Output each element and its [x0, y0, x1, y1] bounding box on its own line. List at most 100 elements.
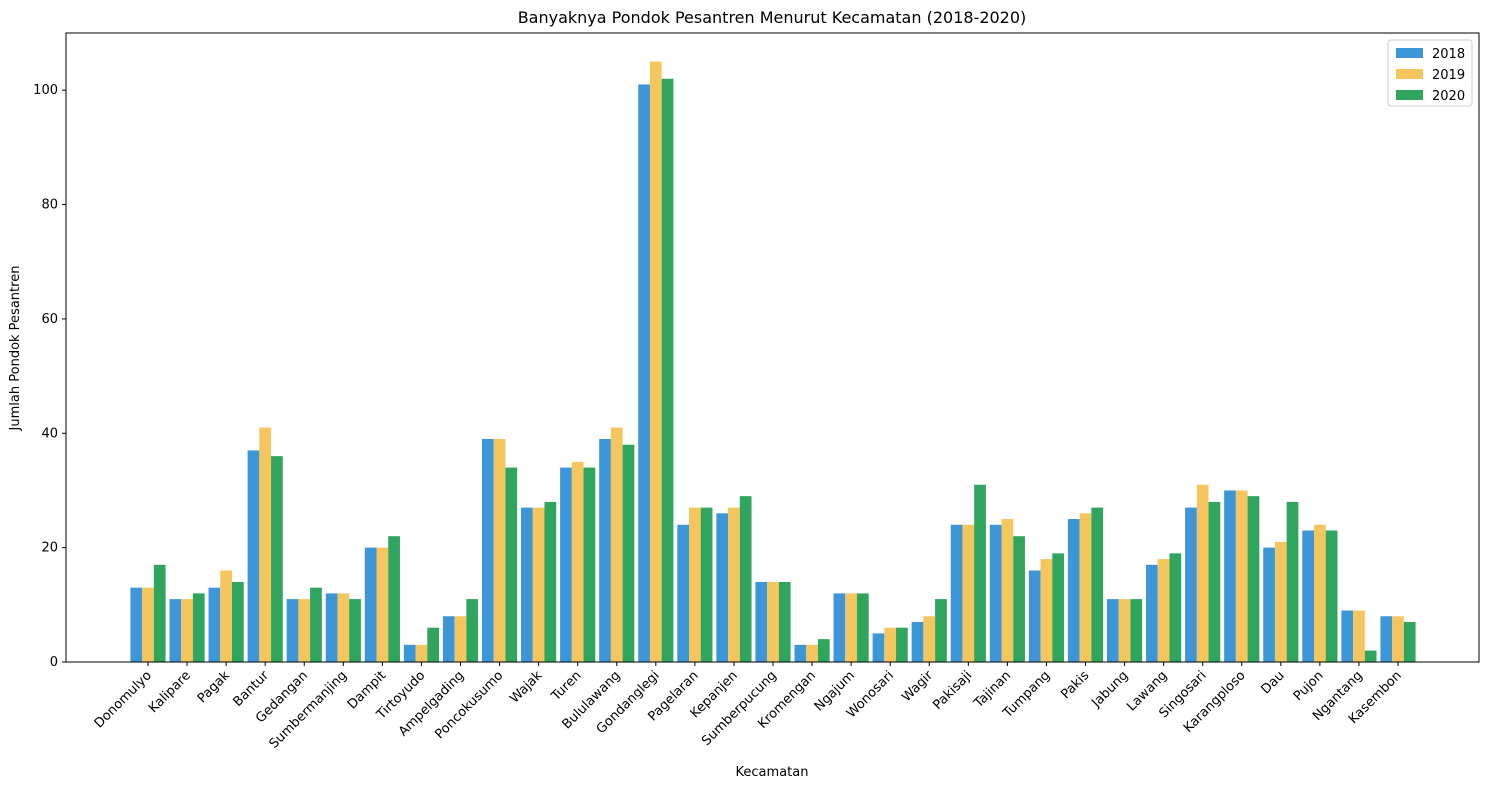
bar-2019-singosari: [1196, 484, 1209, 662]
bar-2020-dampit: [388, 536, 400, 662]
bar-2019-karangploso: [1235, 490, 1248, 662]
bar-2020-kepanjen: [739, 496, 752, 662]
bar-2018-wajak: [521, 507, 533, 662]
bar-2020-pagak: [231, 581, 244, 662]
x-tick-label: Dau: [1258, 668, 1287, 697]
bar-2019-tumpang: [1040, 559, 1053, 662]
bar-2019-ngajum: [845, 593, 857, 662]
bar-2019-tajinan: [1001, 519, 1014, 662]
bar-2019-pagak: [220, 570, 232, 662]
bar-2020-sumberpucung: [778, 581, 791, 662]
chart-title: Banyaknya Pondok Pesantren Menurut Kecam…: [518, 8, 1027, 27]
bar-2018-pujon: [1302, 530, 1315, 662]
bar-2019-pagelaran: [689, 507, 701, 662]
bar-2019-sumbermanjing: [337, 593, 350, 662]
bar-2018-sumbermanjing: [325, 593, 338, 662]
bar-2019-ampelgading: [454, 616, 467, 662]
bar-2018-ngantang: [1341, 610, 1354, 662]
bar-2020-bantur: [271, 456, 283, 662]
bar-2018-gondanglegi: [638, 84, 650, 663]
bar-2020-kromengan: [817, 639, 830, 662]
y-tick-label: 60: [41, 312, 58, 327]
bar-2019-kromengan: [806, 644, 818, 662]
bar-2019-pakis: [1079, 513, 1092, 662]
bar-2018-bantur: [247, 450, 260, 662]
bar-2020-ngajum: [856, 593, 869, 662]
bar-2019-kasembon: [1392, 616, 1404, 662]
bar-2019-dau: [1274, 541, 1287, 662]
legend-swatch-2018: [1396, 48, 1423, 58]
bar-2018-tajinan: [989, 524, 1002, 662]
bar-2019-wonosari: [884, 627, 897, 662]
bar-2018-pakisaji: [950, 524, 963, 662]
bar-2018-bululawang: [599, 438, 611, 662]
x-tick-label: Poncokusumo: [432, 668, 506, 742]
bar-2020-pakisaji: [974, 484, 986, 662]
bar-2018-poncokusumo: [481, 438, 494, 662]
bar-2020-gondanglegi: [661, 78, 674, 662]
x-tick-label: Pagak: [195, 668, 233, 706]
bar-2020-poncokusumo: [505, 467, 518, 662]
bar-2020-dau: [1286, 501, 1299, 662]
bar-2019-kalipare: [181, 599, 193, 662]
bar-2020-kalipare: [192, 593, 205, 662]
bar-2018-dampit: [364, 547, 377, 662]
bar-2020-sumbermanjing: [349, 599, 361, 662]
bar-2018-lawang: [1146, 564, 1158, 662]
bar-2018-singosari: [1185, 507, 1197, 662]
bar-2019-bantur: [259, 427, 272, 662]
bar-2020-lawang: [1169, 553, 1182, 662]
bar-2018-kasembon: [1380, 616, 1393, 662]
bar-2019-sumberpucung: [767, 581, 779, 662]
bar-2019-lawang: [1157, 559, 1170, 662]
legend-label-2018: 2018: [1432, 47, 1465, 62]
y-tick-label: 40: [41, 426, 58, 441]
x-tick-label: Kalipare: [146, 668, 194, 716]
bar-2019-pakisaji: [962, 524, 975, 662]
bar-2020-ngantang: [1364, 650, 1377, 662]
bar-2019-jabung: [1118, 599, 1131, 662]
bar-2020-wajak: [544, 501, 557, 662]
x-tick-label: Donomulyo: [92, 668, 155, 731]
bar-2018-gedangan: [286, 599, 299, 662]
bar-2018-dau: [1263, 547, 1275, 662]
bar-2019-turen: [571, 461, 584, 662]
bar-2020-tumpang: [1052, 553, 1065, 662]
bar-2018-kromengan: [794, 644, 807, 662]
bar-2018-tirtoyudo: [403, 644, 416, 662]
bar-2019-poncokusumo: [493, 438, 506, 662]
legend: 2018 2019 2020: [1387, 39, 1473, 107]
x-tick-label: Turen: [548, 668, 584, 704]
bar-2020-wonosari: [896, 627, 908, 662]
bar-2019-wagir: [923, 616, 936, 662]
x-axis-label: Kecamatan: [736, 765, 809, 780]
bar-2019-kepanjen: [728, 507, 740, 662]
bar-2020-singosari: [1208, 501, 1221, 662]
bar-2019-tirtoyudo: [415, 644, 428, 662]
bar-2020-kasembon: [1403, 621, 1416, 662]
bars-group: [130, 61, 1416, 663]
bar-2020-wagir: [935, 599, 947, 662]
y-tick-label: 100: [33, 83, 58, 98]
bar-2018-sumberpucung: [755, 581, 768, 662]
bar-2018-karangploso: [1224, 490, 1236, 662]
bar-2020-pagelaran: [700, 507, 713, 662]
bar-2018-kalipare: [169, 599, 182, 662]
bar-2020-ampelgading: [466, 599, 479, 662]
bar-2018-wagir: [911, 621, 924, 662]
bar-2019-donomulyo: [142, 587, 154, 662]
bar-2018-tumpang: [1028, 570, 1041, 662]
bar-2019-ngantang: [1353, 610, 1365, 662]
x-tick-label: Pakis: [1058, 668, 1092, 702]
bar-2020-karangploso: [1247, 496, 1260, 662]
bar-2018-ngajum: [833, 593, 846, 662]
bar-2020-bululawang: [622, 444, 635, 662]
bar-2019-pujon: [1314, 524, 1326, 662]
legend-swatch-2019: [1396, 69, 1423, 79]
y-axis: 0 20 40 60 80 100: [33, 83, 66, 670]
bar-2020-tirtoyudo: [427, 627, 440, 662]
legend-swatch-2020: [1396, 90, 1423, 100]
